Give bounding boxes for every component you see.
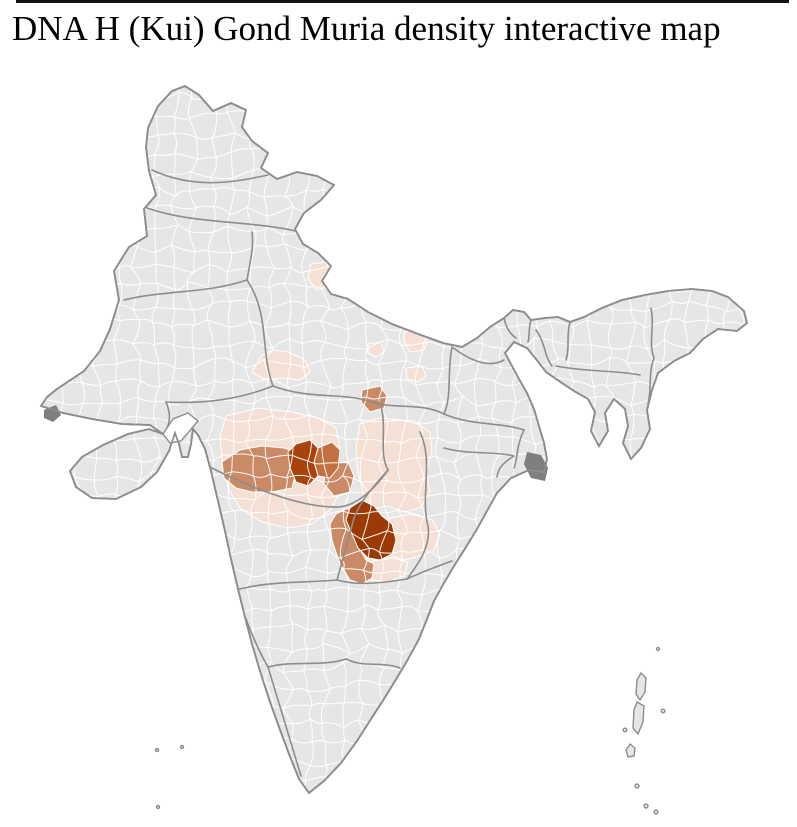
- andaman-islet: [655, 646, 661, 652]
- nicobar-islet: [643, 803, 649, 809]
- map-title: DNA H (Kui) Gond Muria density interacti…: [12, 9, 721, 48]
- district-cluster-medium-band[interactable]: [221, 445, 297, 493]
- sundarbans-patch: [524, 452, 548, 481]
- district-cluster-low-south-strip[interactable]: [367, 557, 409, 583]
- nicobar-islet: [653, 809, 659, 815]
- andaman-island: [635, 671, 647, 702]
- international-border: [39, 84, 749, 795]
- lakshadweep-islet: [154, 747, 160, 753]
- little-rann-cutout: [162, 412, 200, 444]
- andaman-islet: [622, 727, 628, 733]
- andaman-islet: [660, 708, 666, 714]
- top-border-rule: [16, 0, 789, 3]
- andaman-island: [632, 700, 645, 736]
- state-boundaries: [123, 169, 655, 777]
- district-cluster-max-bastar[interactable]: [345, 499, 397, 561]
- lakshadweep-islet: [155, 804, 161, 810]
- andaman-island: [625, 742, 636, 758]
- nicobar-islet: [634, 783, 640, 789]
- island-chains: [154, 646, 666, 815]
- lakshadweep-islet: [179, 744, 185, 750]
